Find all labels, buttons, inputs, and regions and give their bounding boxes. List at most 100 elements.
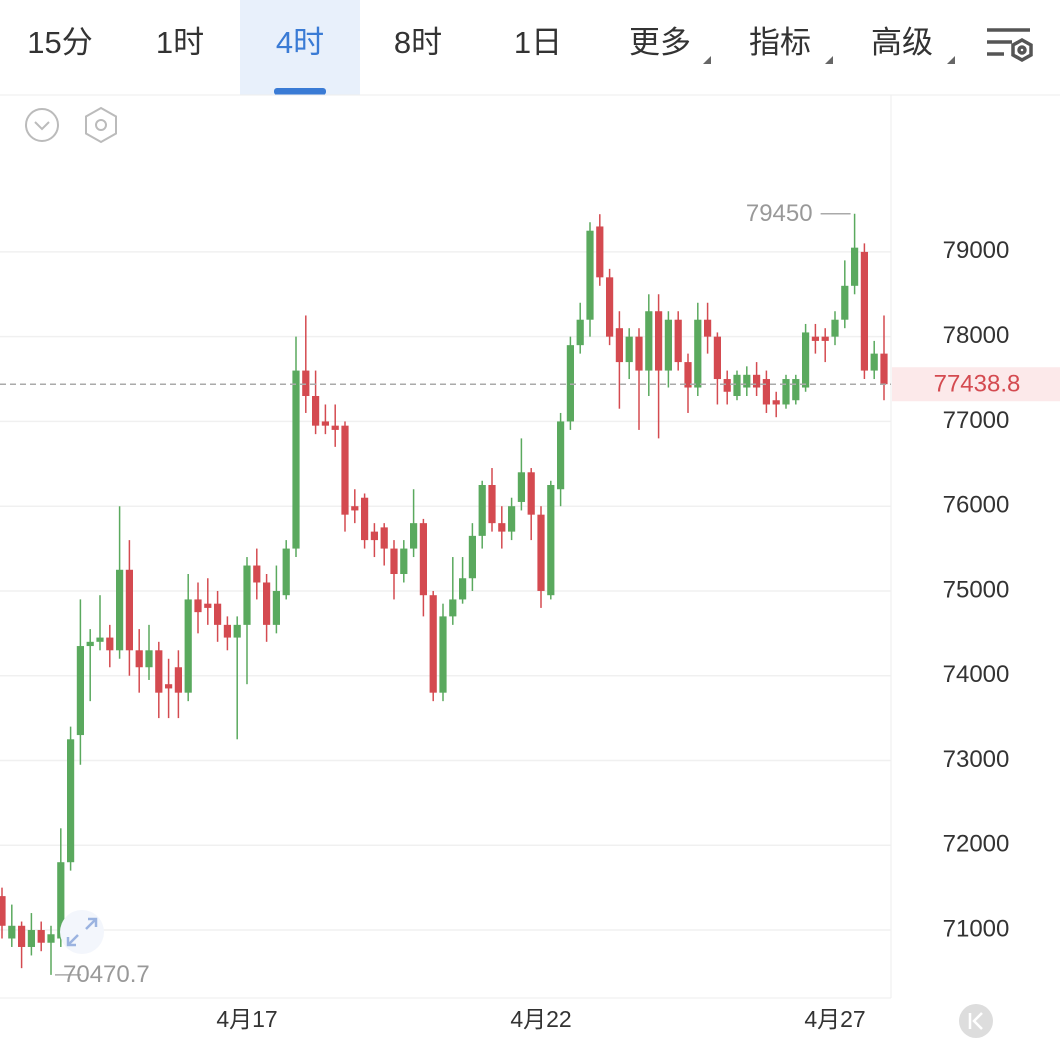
- candle-body: [802, 332, 810, 388]
- candle-body: [753, 374, 761, 388]
- y-tick-label: 77000: [943, 407, 1010, 434]
- candle-body: [635, 336, 643, 371]
- timeframe-tab[interactable]: 15分: [27, 25, 92, 60]
- candle-body: [586, 230, 594, 320]
- y-tick-label: 76000: [943, 492, 1010, 519]
- candle-body: [410, 523, 418, 549]
- candle-body: [478, 485, 486, 536]
- candle-body: [870, 353, 878, 371]
- indicator-settings-icon[interactable]: [85, 106, 117, 144]
- candle-body: [155, 650, 163, 693]
- y-tick-label: 74000: [943, 661, 1010, 688]
- candle-body: [76, 646, 84, 736]
- candle-body: [282, 548, 290, 596]
- timeframe-tab[interactable]: 高级: [871, 25, 933, 60]
- timeframe-tabs: 15分 1时 4时 8时 1日 更多 指标 高级: [27, 25, 933, 60]
- last-price-label: 77438.8: [934, 371, 1021, 398]
- candle-body: [243, 565, 251, 625]
- candle-body: [233, 624, 241, 638]
- candle-body: [459, 578, 467, 600]
- candle-body: [488, 485, 496, 524]
- timeframe-tab[interactable]: 4时: [276, 25, 324, 60]
- candle-body: [125, 569, 133, 651]
- candle-body: [880, 353, 888, 385]
- candle-body: [419, 523, 427, 596]
- candle-body: [733, 374, 741, 396]
- candle-body: [96, 637, 104, 642]
- y-tick-label: 72000: [943, 831, 1010, 858]
- candle-body: [223, 624, 231, 638]
- candle-body: [429, 595, 437, 693]
- candle-body: [655, 311, 663, 371]
- candle-body: [606, 277, 614, 337]
- timeframe-tab[interactable]: 1日: [514, 25, 562, 60]
- candle-body: [566, 345, 574, 422]
- candle-body: [517, 472, 525, 502]
- candle-body: [37, 930, 45, 943]
- candle-body: [135, 650, 143, 668]
- candle-body: [272, 590, 280, 625]
- candle-body: [576, 319, 584, 346]
- candle-body: [145, 650, 153, 668]
- candle-body: [821, 336, 829, 341]
- candle-body: [400, 548, 408, 575]
- candle-body: [772, 400, 780, 405]
- candle-body: [57, 862, 65, 939]
- candle-body: [811, 336, 819, 341]
- candle-body: [184, 599, 192, 693]
- selected-tab-bg: [240, 0, 360, 95]
- candle-body: [116, 569, 124, 651]
- candle-body: [547, 485, 555, 596]
- overlay: 77438.8 79450 70470.7: [0, 200, 1060, 988]
- grid: 79000 78000 77000 76000 75000 74000 73000 72000…: [0, 237, 1009, 1032]
- min-label: 70470.7: [63, 961, 150, 988]
- candle-body: [664, 319, 672, 371]
- x-tick-label: 4月22: [510, 1006, 571, 1032]
- candle-body: [831, 319, 839, 337]
- candle-body: [694, 319, 702, 388]
- candle-body: [625, 336, 633, 363]
- candle-body: [468, 535, 476, 579]
- candle-body: [331, 425, 339, 430]
- candle-body: [527, 472, 535, 515]
- collapse-icon[interactable]: [25, 108, 59, 142]
- candle-body: [851, 247, 859, 286]
- x-tick-label: 4月17: [216, 1006, 277, 1032]
- candle-body: [684, 362, 692, 388]
- candle-body: [18, 925, 26, 947]
- candles: [0, 213, 888, 975]
- candle-body: [537, 514, 545, 591]
- candle-body: [674, 319, 682, 363]
- settings-icon[interactable]: [987, 28, 1033, 63]
- candle-body: [762, 379, 770, 405]
- timeframe-tab[interactable]: 1时: [156, 25, 204, 60]
- x-tick-label: 4月27: [804, 1006, 865, 1032]
- candle-body: [174, 667, 182, 693]
- candle-body: [782, 379, 790, 405]
- candle-body: [302, 370, 310, 396]
- candle-body: [498, 523, 506, 532]
- candle-body: [106, 637, 114, 651]
- y-tick-label: 73000: [943, 746, 1010, 773]
- candle-body: [292, 370, 300, 549]
- candle-body: [194, 599, 202, 613]
- selected-tab-indicator: [274, 88, 326, 95]
- candle-body: [361, 497, 369, 541]
- candle-body: [0, 896, 6, 926]
- candle-body: [860, 251, 868, 371]
- last-price-tag-bg: [892, 367, 1060, 402]
- candle-body: [27, 930, 35, 947]
- fullscreen-icon[interactable]: [60, 910, 104, 954]
- scroll-latest-button[interactable]: [959, 1004, 993, 1038]
- candle-body: [351, 506, 359, 511]
- timeframe-tab[interactable]: 更多: [629, 25, 691, 60]
- candle-body: [390, 548, 398, 575]
- candle-body: [204, 603, 212, 608]
- timeframe-tab[interactable]: 指标: [749, 25, 811, 60]
- candle-body: [723, 379, 731, 392]
- timeframe-tab[interactable]: 8时: [394, 25, 442, 60]
- candle-body: [165, 684, 173, 689]
- candle-body: [713, 336, 721, 380]
- candle-body: [253, 565, 261, 583]
- candle-body: [439, 616, 447, 693]
